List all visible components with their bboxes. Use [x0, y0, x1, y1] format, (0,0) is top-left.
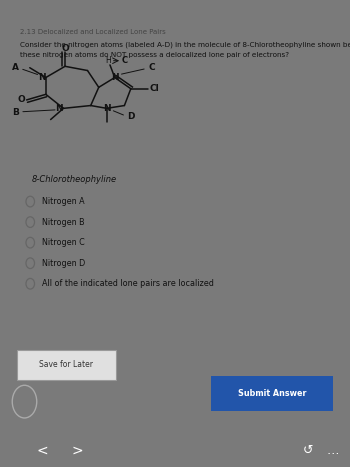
Text: 2.13 Delocalized and Localized Lone Pairs: 2.13 Delocalized and Localized Lone Pair…	[20, 29, 166, 35]
Text: H: H	[105, 56, 111, 65]
Text: D: D	[127, 112, 134, 121]
Text: ↺: ↺	[303, 444, 313, 457]
Text: Nitrogen B: Nitrogen B	[42, 218, 84, 226]
Text: N: N	[55, 104, 62, 113]
Text: Submit Answer: Submit Answer	[238, 389, 306, 398]
Text: O: O	[18, 95, 26, 105]
Text: Nitrogen D: Nitrogen D	[42, 259, 85, 268]
Text: N: N	[103, 104, 111, 113]
Text: 8-Chlorotheophyline: 8-Chlorotheophyline	[32, 175, 117, 184]
Text: B: B	[12, 108, 19, 117]
Text: …: …	[326, 444, 339, 457]
Text: All of the indicated lone pairs are localized: All of the indicated lone pairs are loca…	[42, 279, 214, 288]
Text: N: N	[111, 73, 119, 82]
Text: <: <	[36, 444, 48, 458]
Text: these nitrogen atoms do NOT possess a delocalized lone pair of electrons?: these nitrogen atoms do NOT possess a de…	[20, 51, 289, 57]
FancyBboxPatch shape	[211, 376, 333, 411]
Text: A: A	[12, 63, 19, 72]
Text: Cl: Cl	[149, 84, 159, 93]
Text: C: C	[148, 63, 155, 72]
Text: Save for Later: Save for Later	[40, 360, 93, 369]
Text: >: >	[71, 444, 83, 458]
Text: N: N	[38, 73, 46, 82]
Text: Consider the nitrogen atoms (labeled A-D) in the molecule of 8-Chlorotheophyline: Consider the nitrogen atoms (labeled A-D…	[20, 41, 350, 48]
Text: Nitrogen A: Nitrogen A	[42, 197, 84, 206]
Text: Nitrogen C: Nitrogen C	[42, 238, 84, 247]
FancyBboxPatch shape	[17, 349, 116, 380]
Text: C: C	[121, 56, 127, 65]
Text: O: O	[61, 43, 69, 53]
